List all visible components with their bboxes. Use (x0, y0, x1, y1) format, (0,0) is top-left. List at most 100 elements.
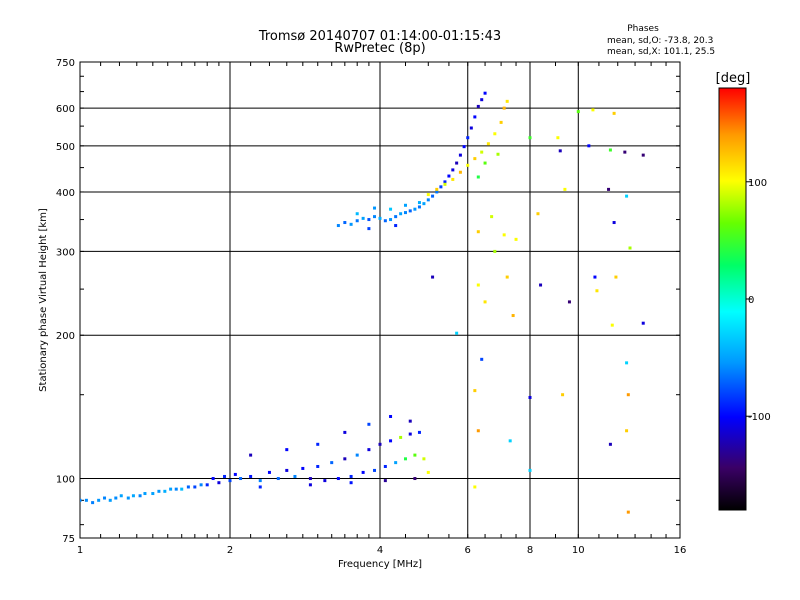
data-point (473, 485, 477, 489)
data-point (80, 498, 82, 502)
data-point (610, 323, 614, 327)
data-point (528, 468, 532, 472)
data-point (480, 150, 484, 154)
data-point (267, 470, 271, 474)
data-point (612, 221, 616, 225)
chart-subtitle: RwPretec (8p) (334, 41, 425, 56)
data-point (403, 211, 407, 215)
data-point (476, 283, 480, 287)
data-point (435, 190, 439, 194)
data-point (607, 187, 611, 191)
data-point (536, 212, 540, 216)
data-point (389, 218, 393, 222)
x-tick-label: 2 (227, 545, 233, 556)
data-point (285, 448, 289, 452)
data-point (628, 246, 632, 250)
colorbar-tick-label: -100 (748, 412, 771, 423)
data-point (228, 479, 232, 483)
data-point (249, 453, 253, 457)
data-point (367, 218, 371, 222)
y-axis-label: Stationary phase Virtual Height [km] (38, 208, 49, 392)
data-point (349, 222, 353, 226)
data-point (458, 153, 462, 157)
data-point (193, 485, 197, 489)
data-point (143, 492, 147, 496)
colorbar-tick-label: 0 (748, 295, 754, 306)
data-point (361, 470, 365, 474)
data-point (528, 395, 532, 399)
data-point (233, 472, 237, 476)
data-point (493, 249, 497, 253)
data-point (355, 212, 359, 216)
data-point (641, 321, 645, 325)
data-point (505, 275, 509, 279)
data-point (239, 477, 243, 481)
data-point (367, 422, 371, 426)
grid-lines (80, 62, 680, 538)
data-point (151, 492, 155, 496)
data-point (426, 470, 430, 474)
data-point (394, 461, 398, 465)
data-point (383, 464, 387, 468)
data-point (483, 300, 487, 304)
data-point (480, 357, 484, 361)
data-point (114, 496, 118, 500)
data-point (399, 435, 403, 439)
data-point (361, 216, 365, 220)
data-point (383, 479, 387, 483)
data-point (591, 108, 595, 112)
data-point (593, 275, 597, 279)
y-tick-label: 300 (56, 247, 75, 258)
y-tick-label: 600 (56, 104, 75, 115)
data-point (443, 180, 447, 184)
data-point (608, 442, 612, 446)
data-point (422, 202, 426, 206)
data-point (293, 474, 297, 478)
data-point (199, 483, 203, 487)
data-point (486, 142, 490, 146)
data-point (493, 132, 497, 136)
data-point (587, 144, 591, 148)
data-point (595, 289, 599, 293)
data-point (343, 430, 347, 434)
axis-ticks (79, 61, 680, 538)
data-point (355, 219, 359, 223)
data-point (502, 233, 506, 237)
data-point (138, 494, 142, 498)
data-point (367, 227, 371, 231)
data-point (301, 466, 305, 470)
x-tick-label: 10 (572, 545, 585, 556)
data-point (316, 442, 320, 446)
data-point (426, 198, 430, 202)
data-point (403, 203, 407, 207)
data-point (496, 152, 500, 156)
data-point (466, 163, 470, 167)
data-point (447, 174, 451, 178)
data-point (473, 157, 477, 161)
data-point (499, 120, 503, 124)
data-point (623, 150, 627, 154)
data-point (466, 136, 470, 140)
data-point (355, 453, 359, 457)
data-point (458, 170, 462, 174)
data-point (223, 474, 227, 478)
data-point (408, 209, 412, 213)
data-point (435, 187, 439, 191)
x-tick-label: 16 (674, 545, 687, 556)
data-point (413, 207, 417, 211)
data-point (408, 419, 412, 423)
data-point (514, 237, 518, 241)
data-point (455, 161, 459, 165)
data-point (625, 361, 629, 365)
data-point (558, 149, 562, 153)
y-tick-labels: 75 100 200 300 400 500 600 750 (56, 58, 75, 545)
data-point (378, 216, 382, 220)
data-point (276, 477, 280, 481)
y-tick-label: 200 (56, 331, 75, 342)
data-point (455, 331, 459, 335)
data-point (625, 194, 629, 198)
data-point (91, 501, 95, 505)
x-tick-label: 6 (465, 545, 471, 556)
data-point (483, 91, 487, 95)
